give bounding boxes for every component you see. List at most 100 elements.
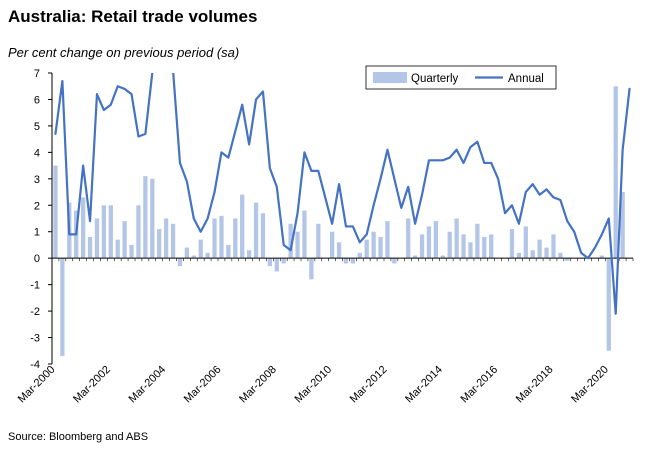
quarterly-bar: [378, 237, 383, 259]
y-tick-label: 5: [34, 121, 40, 133]
quarterly-bar: [219, 215, 224, 259]
quarterly-bar: [371, 231, 376, 259]
quarterly-bar: [620, 192, 625, 259]
legend-swatch-quarterly: [373, 72, 407, 83]
quarterly-bar: [482, 237, 487, 259]
chart-source: Source: Bloomberg and ABS: [8, 431, 149, 443]
quarterly-bar: [150, 178, 155, 259]
quarterly-bar: [316, 223, 321, 259]
quarterly-bar: [350, 258, 356, 264]
y-tick-label: 6: [34, 94, 40, 106]
quarterly-bar: [260, 213, 266, 259]
y-tick-label: 0: [34, 253, 40, 265]
legend: Quarterly Annual: [365, 65, 557, 90]
quarterly-bar: [454, 218, 459, 259]
quarterly-bar: [136, 205, 141, 259]
quarterly-bar: [246, 250, 252, 259]
quarterly-bar: [101, 205, 107, 259]
quarterly-bar: [530, 250, 535, 259]
legend-box: [365, 65, 557, 90]
y-tick-label: 1: [34, 227, 40, 239]
quarterly-bar: [329, 231, 335, 259]
quarterly-bar: [544, 247, 549, 259]
quarterly-bar: [516, 252, 522, 259]
quarterly-bar: [565, 258, 570, 261]
x-tick-label: Mar-2016: [458, 364, 500, 406]
quarterly-bar: [177, 258, 183, 267]
quarterly-bar: [302, 210, 307, 259]
x-tick-label: Mar-2008: [237, 364, 279, 406]
quarterly-bar: [440, 255, 445, 259]
quarterly-bar: [606, 258, 611, 351]
quarterly-bar: [599, 255, 605, 259]
quarterly-bar: [198, 239, 203, 259]
quarterly-bar: [157, 229, 162, 259]
quarterly-bar: [412, 255, 418, 259]
quarterly-bar: [288, 223, 293, 259]
y-tick-label: 7: [34, 68, 40, 80]
quarterly-bar: [489, 234, 494, 259]
quarterly-bar: [537, 239, 542, 259]
y-tick-label: 4: [34, 147, 40, 159]
quarterly-bar: [191, 255, 196, 259]
quarterly-bar: [253, 202, 259, 259]
quarterly-bar: [475, 223, 480, 259]
x-tick-label: Mar-2004: [126, 364, 168, 406]
quarterly-bar: [509, 229, 515, 259]
x-tick-label: Mar-2012: [348, 364, 390, 406]
quarterly-bar: [122, 221, 127, 259]
quarterly-bar: [406, 218, 411, 259]
x-tick-label: Mar-2018: [514, 364, 556, 406]
quarterly-bar: [184, 247, 190, 259]
x-tick-label: Mar-2006: [182, 364, 224, 406]
quarterly-bar: [212, 218, 217, 259]
quarterly-bar: [433, 221, 439, 259]
y-tick-label: -4: [30, 359, 40, 371]
annual-line-layer: [54, 73, 631, 315]
quarterly-bar: [336, 242, 342, 259]
annual-line: [54, 73, 631, 315]
x-tick-label: Mar-2014: [403, 364, 445, 406]
quarterly-bar: [461, 234, 466, 259]
quarterly-bar: [129, 244, 134, 259]
quarterly-bar: [343, 258, 349, 264]
quarterly-bar: [523, 226, 528, 259]
y-tick-label: 2: [34, 200, 40, 212]
x-tick-label: Mar-2010: [292, 364, 334, 406]
quarterly-bar: [558, 252, 563, 259]
legend-label-quarterly: Quarterly: [411, 73, 459, 85]
quarterly-bar: [385, 221, 390, 259]
x-tick-label: Mar-2002: [71, 364, 113, 406]
quarterly-bar: [80, 197, 86, 259]
y-tick-label: -1: [30, 280, 40, 292]
quarterly-bar: [53, 165, 58, 259]
quarterly-bar: [295, 231, 300, 259]
quarterly-bar: [309, 258, 314, 280]
quarterly-bar: [613, 86, 618, 259]
quarterly-bar: [392, 258, 397, 264]
quarterly-bar: [143, 176, 148, 259]
quarterly-bar: [357, 252, 362, 259]
y-tick-label: -3: [30, 333, 40, 345]
quarterly-bar: [419, 234, 425, 259]
quarterly-bar: [115, 239, 120, 259]
y-tick-label: 3: [34, 174, 40, 186]
quarterly-bar: [240, 194, 245, 259]
quarterly-bar: [267, 258, 273, 267]
quarterly-bar: [551, 234, 556, 259]
quarterly-bar: [281, 258, 286, 264]
chart-title: Australia: Retail trade volumes: [8, 7, 258, 26]
quarterly-bar: [274, 258, 279, 272]
quarterly-bar: [233, 218, 238, 259]
quarterly-bar: [108, 205, 113, 259]
quarterly-bar: [163, 218, 169, 259]
quarterly-bar: [364, 239, 369, 259]
quarterly-bar: [87, 237, 93, 259]
legend-label-annual: Annual: [508, 73, 544, 85]
quarterly-bar: [447, 231, 452, 259]
quarterly-bar: [468, 242, 473, 259]
quarterly-bar: [205, 252, 210, 259]
y-tick-label: -2: [30, 306, 40, 318]
